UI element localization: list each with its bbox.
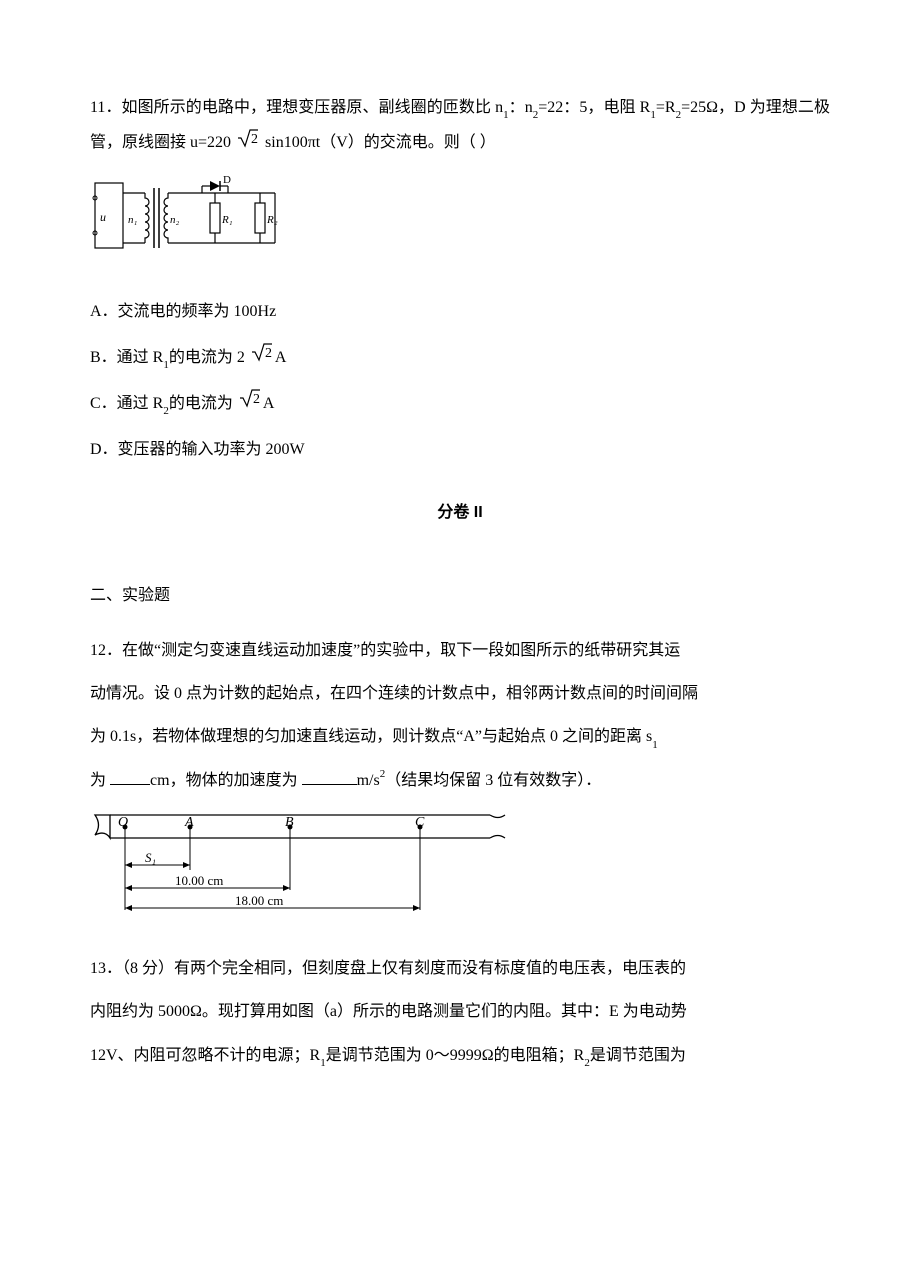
q11-circuit-figure: u n₁ n₂ D [90,173,830,276]
q11-stem: 11．如图所示的电路中，理想变压器原、副线圈的匝数比 n1：n2=22：5，电阻… [90,90,830,161]
svg-text:R₂: R₂ [266,214,278,226]
sub: 1 [652,739,658,751]
svg-text:O: O [118,815,128,830]
section-ii-title: 分卷 II [90,495,830,530]
t: A [263,395,275,412]
page: 11．如图所示的电路中，理想变压器原、副线圈的匝数比 n1：n2=22：5，电阻… [0,0,920,1274]
t: （8 分）有两个完全相同，但刻度盘上仅有刻度而没有标度值的电压表，电压表的 [122,960,686,977]
sub: 2 [163,405,169,417]
q13-number: 13． [90,960,122,977]
t: 的电流为 2 [169,349,245,366]
sub-r2: 2 [676,109,682,121]
q11-option-d: D．变压器的输入功率为 200W [90,432,830,467]
q13-line1: 13．（8 分）有两个完全相同，但刻度盘上仅有刻度而没有标度值的电压表，电压表的 [90,951,830,986]
q12-line1: 12．在做“测定匀变速直线运动加速度”的实验中，取下一段如图所示的纸带研究其运 [90,633,830,668]
t: A [275,349,287,366]
q12-line2: 动情况。设 0 点为计数的起始点，在四个连续的计数点中，相邻两计数点间的时间间隔 [90,676,830,711]
sqrt-icon: 2 [239,386,261,421]
svg-text:n₁: n₁ [128,214,138,226]
sup: 2 [380,768,386,780]
blank-s1 [110,768,150,785]
section-2-header: 二、实验题 [90,578,830,613]
t: 如图所示的电路中，理想变压器原、副线圈的匝数比 n [122,99,504,116]
svg-text:S₁: S₁ [145,850,156,865]
t: cm，物体的加速度为 [150,772,298,789]
sub-n2: 2 [533,109,539,121]
t: sin100πt（V）的交流电。则（ ） [265,134,496,151]
svg-text:D: D [223,174,231,186]
q11-number: 11． [90,99,122,116]
t: 的电流为 [169,395,233,412]
sub-n1: 1 [503,109,509,121]
svg-text:u: u [100,210,106,224]
t: 为 0.1s，若物体做理想的匀加速直线运动，则计数点“A”与起始点 0 之间的距… [90,728,652,745]
q12-line4: 为 cm，物体的加速度为 m/s2（结果均保留 3 位有效数字）． [90,763,830,798]
sqrt-icon: 2 [251,340,273,375]
t: ：n [509,99,533,116]
q13-line2: 内阻约为 5000Ω。现打算用如图（a）所示的电路测量它们的内阻。其中：E 为电… [90,994,830,1029]
svg-text:A: A [184,815,194,830]
q13-line3: 12V、内阻可忽略不计的电源；R1是调节范围为 0～9999Ω的电阻箱；R2是调… [90,1038,830,1073]
blank-accel [302,768,357,785]
t: m/s [357,772,380,789]
sqrt-icon: 2 [237,126,259,161]
t: 在做“测定匀变速直线运动加速度”的实验中，取下一段如图所示的纸带研究其运 [122,642,680,659]
t: =R [656,99,676,116]
svg-text:2: 2 [265,346,272,361]
sub-r1: 1 [650,109,656,121]
t: 为 [90,772,106,789]
t: （结果均保留 3 位有效数字）． [385,772,601,789]
t: 是调节范围为 [590,1047,686,1064]
t: =22：5，电阻 R [538,99,650,116]
t: C．通过 R [90,395,163,412]
t: B．通过 R [90,349,163,366]
svg-text:2: 2 [253,392,260,407]
q11-option-b: B．通过 R1的电流为 2 2 A [90,340,830,376]
q12-number: 12． [90,642,122,659]
sub: 1 [320,1057,326,1069]
svg-text:10.00 cm: 10.00 cm [175,873,223,888]
t: 12V、内阻可忽略不计的电源；R [90,1047,320,1064]
q12-tape-figure: O A B C S₁ 10.00 cm 18.00 cm [90,810,830,933]
svg-text:n₂: n₂ [170,214,180,226]
sub: 2 [584,1057,590,1069]
sqrt-arg: 2 [251,132,258,147]
svg-text:R₁: R₁ [221,214,233,226]
svg-text:18.00 cm: 18.00 cm [235,893,283,908]
q12-line3: 为 0.1s，若物体做理想的匀加速直线运动，则计数点“A”与起始点 0 之间的距… [90,719,830,754]
sub: 1 [163,359,169,371]
t: 是调节范围为 0～9999Ω的电阻箱；R [326,1047,585,1064]
q11-option-c: C．通过 R2的电流为 2 A [90,386,830,422]
q11-option-a: A．交流电的频率为 100Hz [90,294,830,329]
